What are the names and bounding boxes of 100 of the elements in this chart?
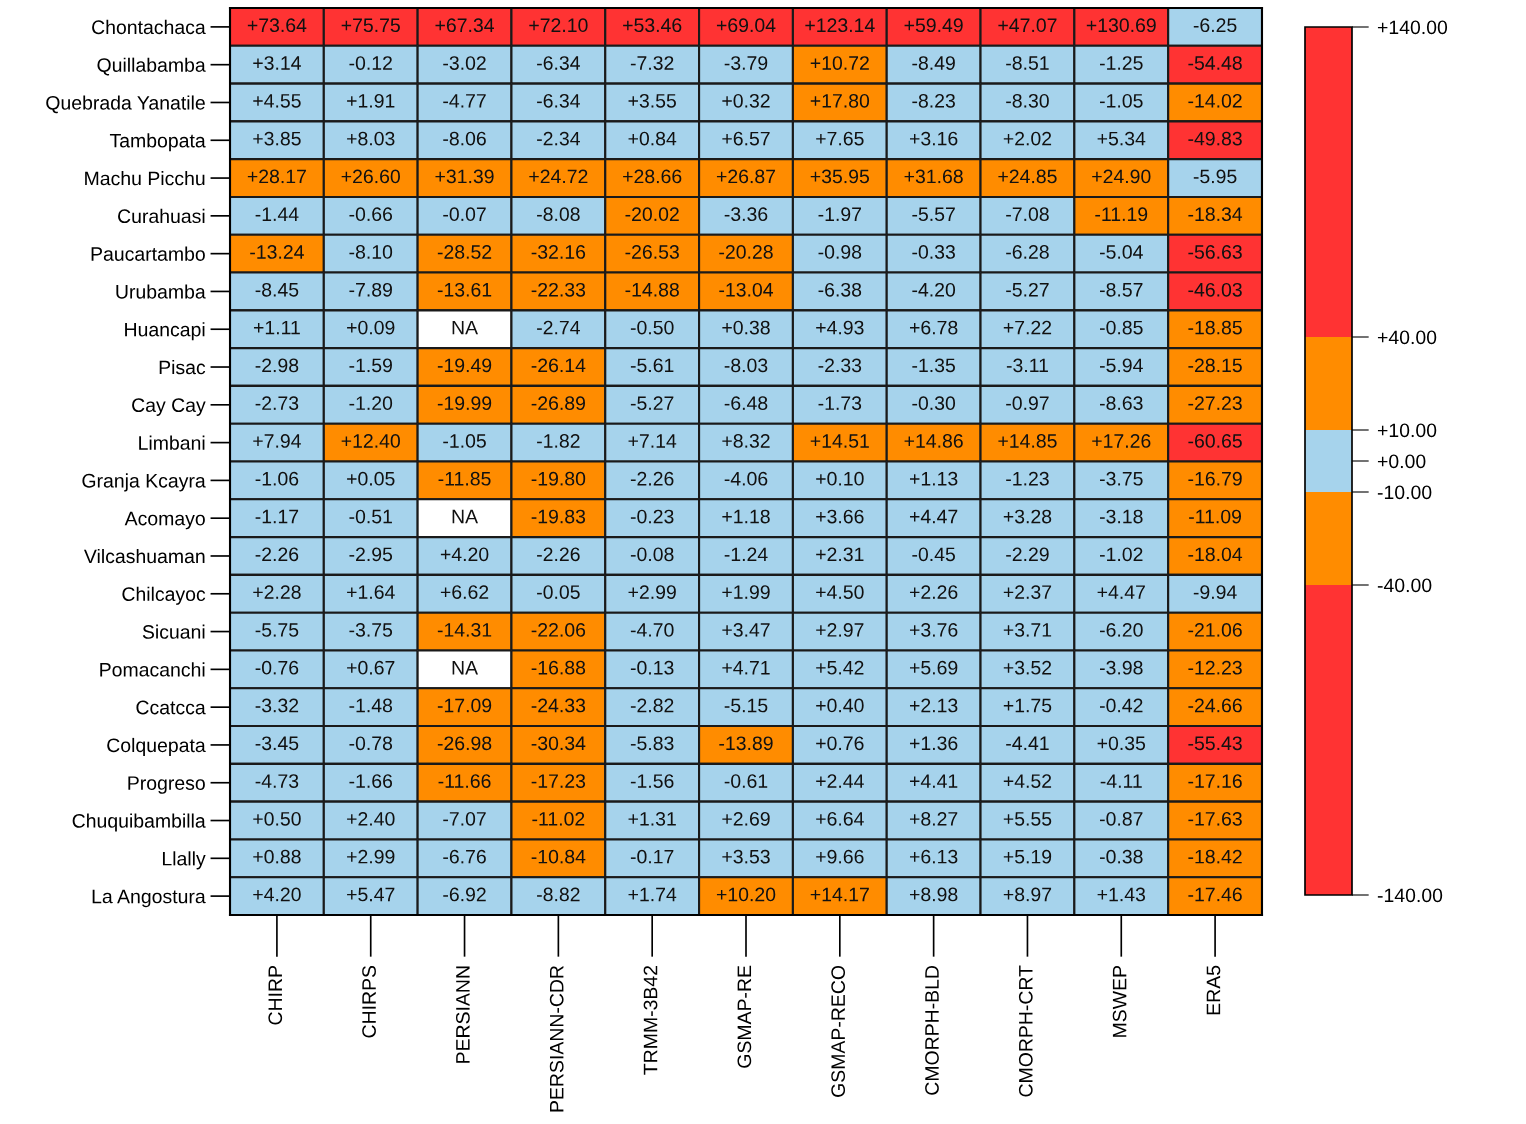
data-label: -32.16 xyxy=(531,245,586,259)
color-bar-label: +0.00 xyxy=(1377,454,1426,469)
x-tick-label: GSMAP-RE xyxy=(737,965,752,1068)
color-bar-label: +140.00 xyxy=(1377,20,1448,35)
data-label: -8.30 xyxy=(1006,93,1049,108)
data-label: +1.99 xyxy=(722,585,770,599)
data-label: -4.11 xyxy=(1100,774,1142,788)
data-label: -0.42 xyxy=(1099,698,1143,713)
data-label: -0.51 xyxy=(349,509,392,524)
data-label: +4.20 xyxy=(253,887,301,902)
data-label: +0.38 xyxy=(722,320,770,335)
data-label: +14.86 xyxy=(904,434,963,448)
data-label: -19.80 xyxy=(531,471,586,486)
data-label: +9.66 xyxy=(816,849,864,864)
data-label: -3.18 xyxy=(1099,509,1143,524)
data-label: -19.99 xyxy=(437,396,492,411)
data-label: -17.09 xyxy=(437,698,492,713)
data-label: +0.05 xyxy=(347,471,395,486)
data-label: +0.84 xyxy=(628,131,677,146)
data-label: -8.10 xyxy=(349,245,393,259)
data-label: +2.40 xyxy=(347,811,395,826)
data-label: -17.46 xyxy=(1188,887,1242,902)
data-label: -20.28 xyxy=(719,245,773,259)
data-label: -8.03 xyxy=(724,358,768,373)
data-label: -11.85 xyxy=(438,471,491,486)
data-label: -49.83 xyxy=(1188,131,1242,146)
data-label: +4.55 xyxy=(253,94,301,108)
data-label: -4.20 xyxy=(912,282,956,297)
data-label: -13.89 xyxy=(719,736,773,751)
data-label: -11.09 xyxy=(1189,509,1242,524)
data-label: +3.76 xyxy=(909,623,958,637)
data-label: +12.40 xyxy=(341,434,400,448)
data-label: +6.13 xyxy=(909,849,958,864)
data-label: +5.34 xyxy=(1097,131,1146,146)
data-label: -12.23 xyxy=(1188,660,1242,675)
data-label: -1.20 xyxy=(349,396,393,411)
data-label: -1.59 xyxy=(349,358,392,373)
data-label: +5.55 xyxy=(1003,812,1052,826)
data-label: +26.60 xyxy=(341,169,400,184)
data-label: +1.36 xyxy=(909,736,958,751)
data-label: +130.69 xyxy=(1086,18,1156,33)
data-label: -1.48 xyxy=(349,698,393,713)
y-tick-label: Huancapi xyxy=(125,322,205,341)
text: NA xyxy=(452,320,479,335)
data-label: -2.98 xyxy=(255,358,299,373)
data-label: -14.02 xyxy=(1188,93,1242,108)
data-label: -2.26 xyxy=(630,471,674,486)
x-tick-label: TRMM-3B42 xyxy=(643,965,658,1075)
data-label: +3.71 xyxy=(1003,623,1052,637)
data-label: +3.47 xyxy=(722,623,770,637)
data-label: +75.75 xyxy=(341,18,400,33)
data-label: +2.99 xyxy=(347,849,395,864)
data-label: -0.76 xyxy=(255,660,299,675)
data-label: +6.78 xyxy=(909,320,958,335)
data-label: +1.11 xyxy=(253,320,300,335)
y-tick-label: Paucartambo xyxy=(91,246,205,261)
data-label: -1.73 xyxy=(818,396,862,411)
data-label: -13.24 xyxy=(250,245,304,259)
data-label: +24.72 xyxy=(529,169,588,184)
data-label: +2.44 xyxy=(816,774,864,788)
data-label: -3.36 xyxy=(724,207,768,222)
y-tick-label: Chontachaca xyxy=(92,19,206,35)
data-label: +3.52 xyxy=(1003,660,1052,675)
data-label: -3.45 xyxy=(255,736,299,751)
y-tick-label: Granja Kcayra xyxy=(82,473,206,492)
y-tick-label: La Angostura xyxy=(92,889,206,908)
data-label: -17.23 xyxy=(531,774,586,788)
color-bar-label: -40.00 xyxy=(1377,578,1432,593)
data-label: -1.97 xyxy=(818,207,861,222)
data-label: +1.18 xyxy=(722,509,770,524)
x-tick-label: CMORPH-CRT xyxy=(1018,965,1033,1097)
data-label: +7.65 xyxy=(816,131,864,146)
data-label: -8.06 xyxy=(443,131,486,146)
data-label: +4.20 xyxy=(440,547,489,562)
data-label: -11.66 xyxy=(438,774,491,788)
data-label: -6.76 xyxy=(443,849,486,864)
data-label: +4.41 xyxy=(909,774,958,788)
data-label: +2.37 xyxy=(1003,585,1052,599)
color-bar-label: -140.00 xyxy=(1377,888,1443,903)
data-label: +2.31 xyxy=(816,547,864,562)
x-tick-label: PERSIANN-CDR xyxy=(549,965,564,1112)
data-label: +1.43 xyxy=(1097,887,1146,902)
data-label: -0.66 xyxy=(349,207,393,222)
data-label: +67.34 xyxy=(435,18,494,33)
text: NA xyxy=(452,509,479,524)
x-tick-label: MSWEP xyxy=(1112,966,1127,1037)
data-label: +0.35 xyxy=(1097,736,1146,751)
data-label: -26.14 xyxy=(531,358,586,373)
data-label: +72.10 xyxy=(529,18,588,33)
data-label: -0.30 xyxy=(912,396,956,411)
data-label: +2.26 xyxy=(909,585,958,599)
color-bar-label: +40.00 xyxy=(1377,330,1437,345)
data-label: +4.71 xyxy=(722,661,770,675)
data-label: -0.98 xyxy=(818,245,862,259)
data-label: -5.61 xyxy=(630,358,674,373)
data-label: -0.78 xyxy=(349,736,393,751)
data-label: -3.79 xyxy=(724,56,768,70)
y-tick-label: Chilcayoc xyxy=(122,586,206,605)
data-label: -6.20 xyxy=(1099,623,1143,637)
data-label: -4.77 xyxy=(443,94,486,108)
